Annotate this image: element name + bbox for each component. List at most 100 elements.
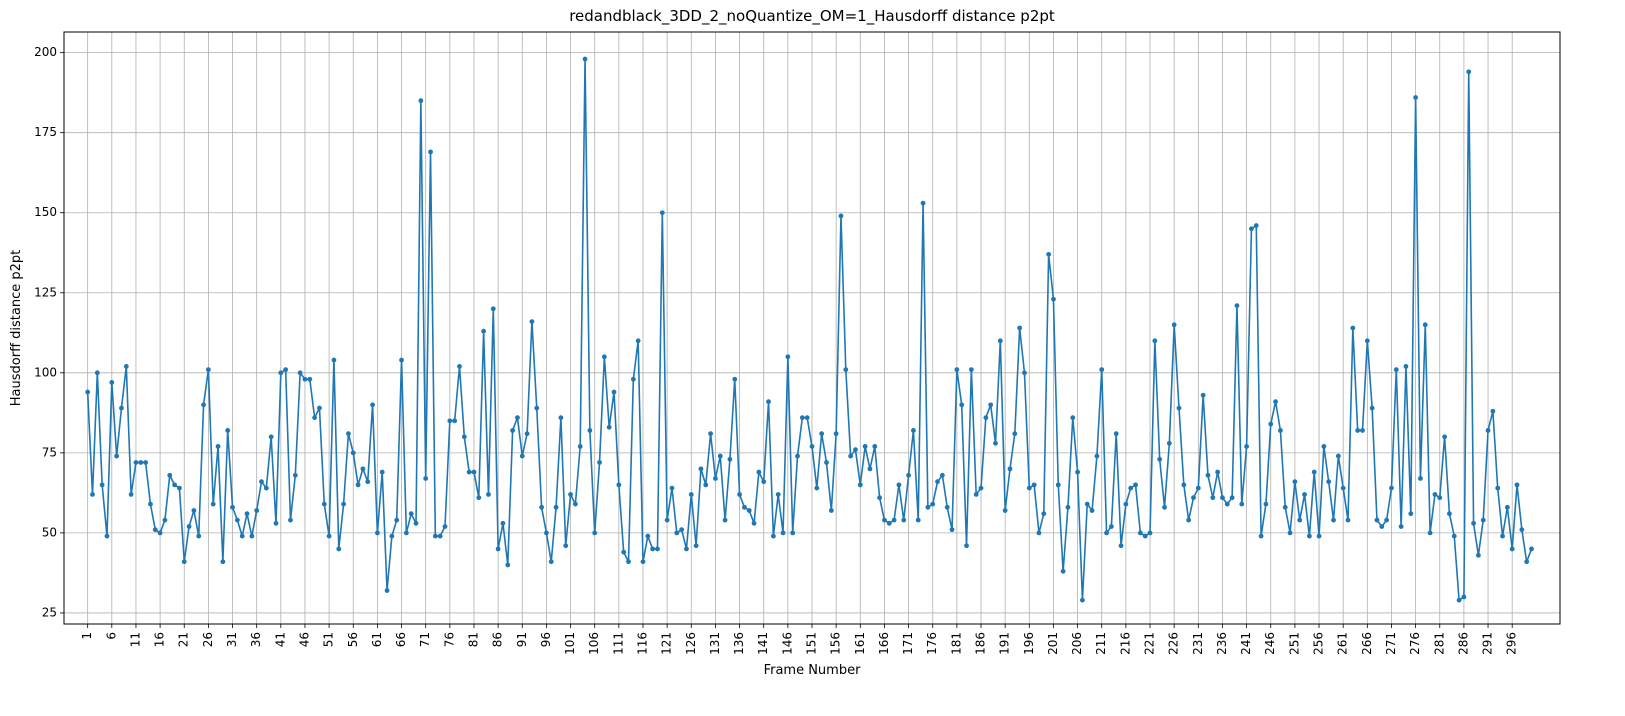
data-point	[693, 543, 699, 549]
data-point	[1215, 469, 1221, 475]
data-point	[375, 530, 380, 536]
x-tick-label: 26	[201, 632, 215, 647]
data-point	[336, 546, 342, 552]
data-point	[886, 520, 892, 526]
data-point	[1311, 469, 1317, 475]
data-point	[1007, 466, 1013, 472]
data-point	[587, 428, 593, 433]
data-point	[626, 559, 631, 565]
x-tick-label: 86	[491, 632, 505, 647]
data-point	[1282, 504, 1288, 510]
data-point	[1500, 533, 1505, 539]
data-point	[713, 476, 718, 481]
data-point	[90, 492, 95, 497]
data-point	[524, 431, 530, 437]
data-point	[292, 472, 298, 478]
data-point	[742, 504, 747, 510]
data-point	[1147, 530, 1153, 536]
data-point	[1181, 482, 1187, 488]
data-point	[717, 453, 723, 459]
x-tick-label: 201	[1046, 632, 1060, 655]
data-point	[1162, 504, 1167, 510]
data-point	[563, 543, 569, 549]
data-point	[993, 440, 998, 446]
data-point	[1422, 322, 1428, 328]
data-point	[664, 517, 670, 523]
data-point	[785, 354, 791, 360]
data-point	[1060, 568, 1066, 574]
x-tick-label: 6	[104, 632, 118, 640]
data-point	[896, 482, 902, 488]
data-point	[457, 364, 462, 369]
data-point	[432, 533, 438, 539]
x-tick-label: 21	[177, 632, 191, 647]
data-point	[1316, 533, 1322, 539]
data-point	[1504, 504, 1510, 510]
x-tick-label: 276	[1408, 632, 1422, 655]
data-point	[635, 338, 641, 344]
data-point	[611, 389, 617, 395]
data-point	[128, 492, 134, 497]
data-point	[1490, 408, 1496, 414]
data-point	[867, 466, 873, 472]
data-point	[283, 367, 289, 373]
data-point	[346, 431, 351, 437]
data-point	[592, 530, 598, 536]
x-axis-label: Frame Number	[764, 663, 862, 678]
data-point	[466, 469, 472, 475]
data-points	[85, 56, 1534, 603]
data-point	[452, 418, 458, 424]
data-point	[138, 460, 144, 465]
data-point	[1437, 495, 1443, 501]
series-line	[86, 58, 1533, 601]
data-point	[379, 469, 385, 475]
data-point	[877, 495, 882, 501]
data-point	[1046, 251, 1052, 257]
data-point	[302, 376, 308, 382]
x-tick-label: 121	[660, 632, 674, 655]
x-tick-label: 116	[635, 632, 649, 655]
data-point	[1403, 364, 1409, 369]
data-point	[273, 520, 279, 526]
data-point	[824, 460, 829, 465]
data-point	[1108, 524, 1114, 529]
x-tick-label: 81	[466, 632, 480, 647]
data-point	[737, 492, 742, 497]
data-point	[988, 402, 994, 408]
x-tick-label: 131	[708, 632, 722, 655]
x-tick-label: 156	[829, 632, 843, 655]
data-point	[684, 546, 689, 552]
data-point	[1340, 485, 1346, 491]
data-point	[679, 527, 685, 533]
data-point	[312, 415, 318, 421]
data-point	[775, 492, 781, 497]
data-point	[249, 533, 255, 539]
data-point	[1171, 322, 1177, 328]
data-point	[234, 517, 240, 523]
data-point	[1239, 501, 1245, 507]
data-point	[548, 559, 554, 565]
data-point	[1398, 524, 1404, 529]
data-point	[278, 370, 284, 376]
data-point	[1374, 517, 1380, 523]
data-point	[616, 482, 622, 488]
x-tick-label: 191	[998, 632, 1012, 655]
data-point	[331, 357, 337, 363]
data-point	[476, 495, 482, 501]
data-point	[461, 434, 467, 440]
data-point	[495, 546, 501, 552]
data-point	[326, 533, 332, 539]
data-point	[394, 517, 400, 523]
data-point	[761, 479, 767, 485]
data-point	[582, 56, 588, 62]
data-point	[225, 428, 231, 433]
data-point	[1089, 508, 1095, 513]
data-point	[804, 415, 810, 421]
data-point	[471, 469, 477, 475]
data-point	[481, 328, 487, 334]
data-point	[1186, 517, 1192, 523]
data-point	[1191, 495, 1196, 501]
data-point	[1142, 533, 1148, 539]
data-point	[1509, 546, 1515, 552]
data-point	[930, 501, 936, 507]
